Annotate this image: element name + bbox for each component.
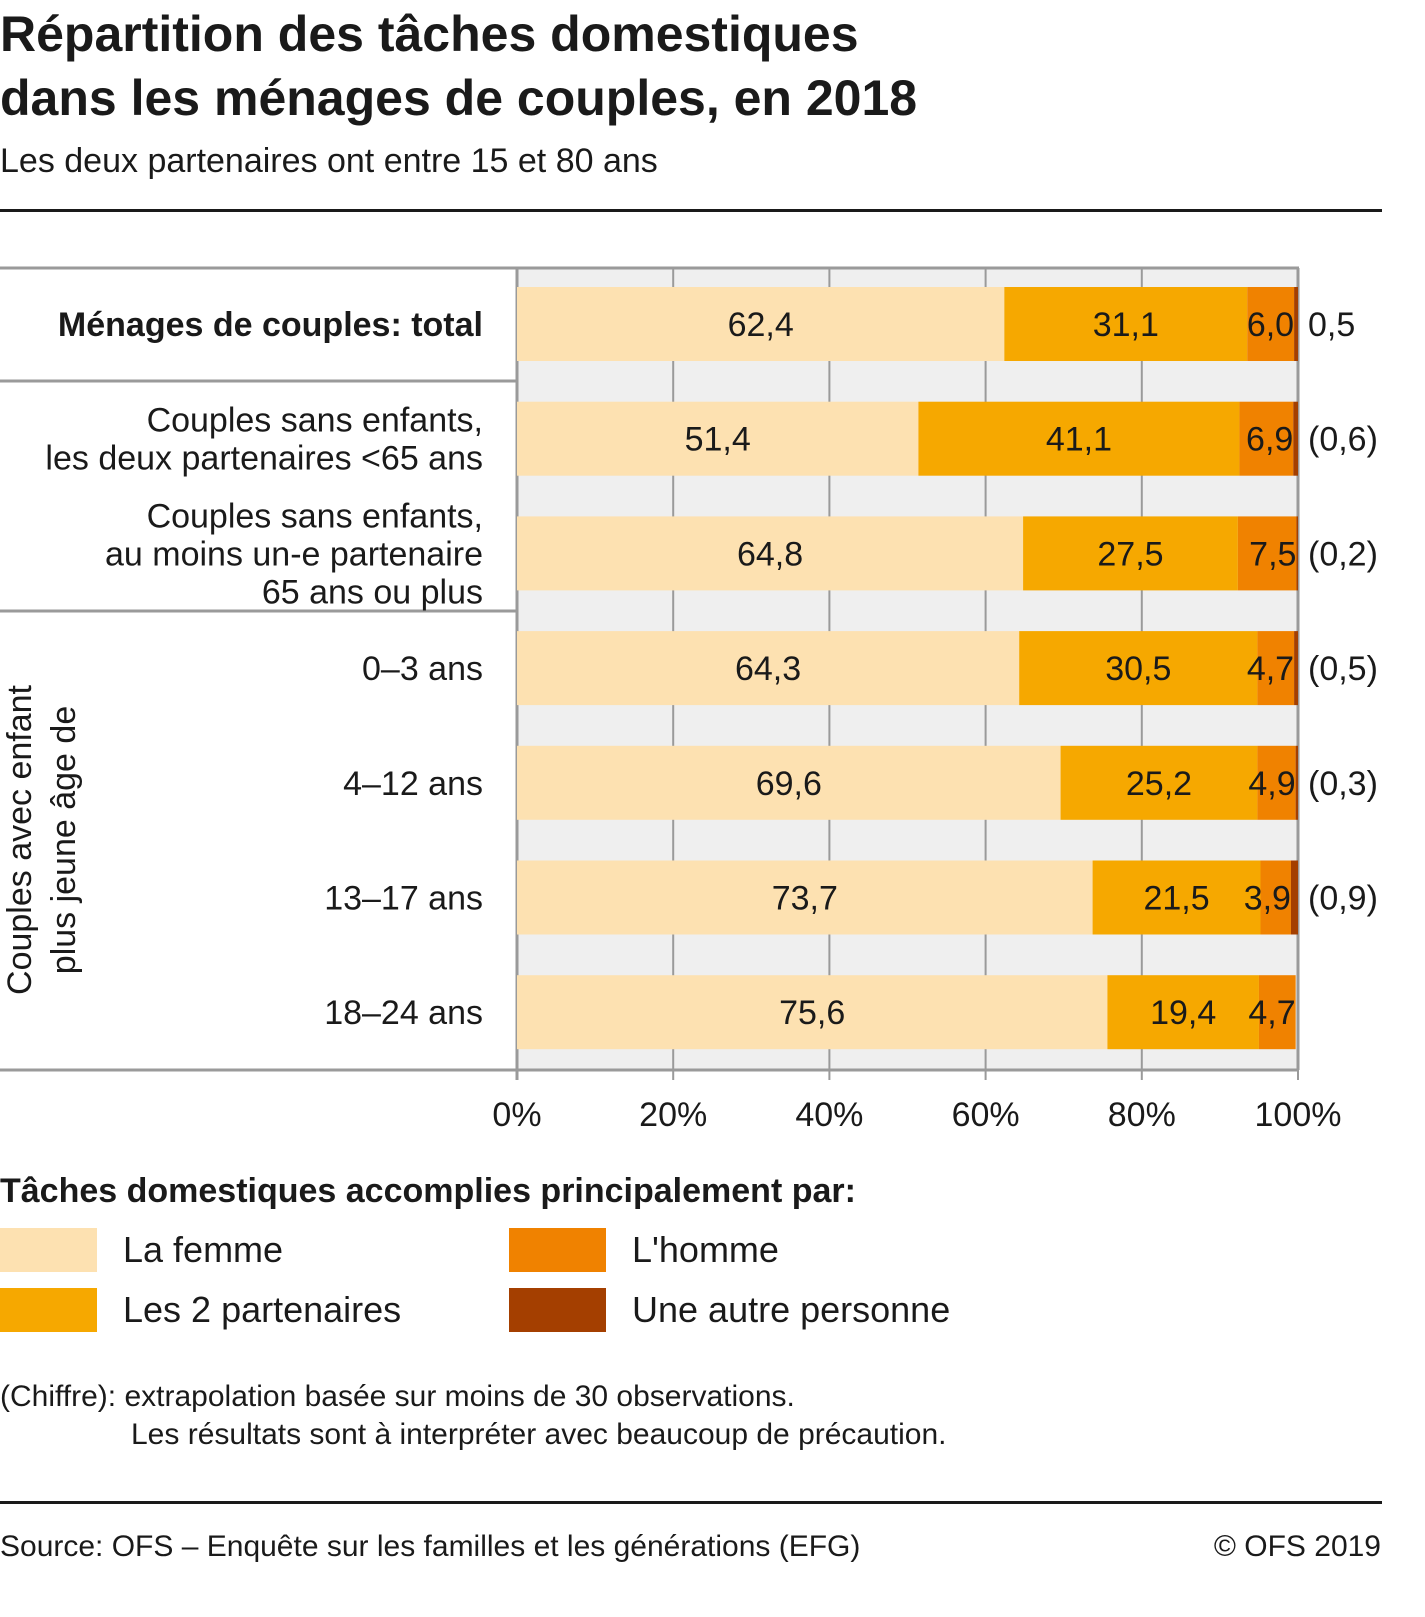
title-line: Répartition des tâches domestiques bbox=[0, 6, 859, 62]
data-label: 21,5 bbox=[1143, 880, 1209, 918]
bar-segment bbox=[1107, 975, 1259, 1050]
legend-label: L'homme bbox=[632, 1229, 779, 1270]
x-tick-label: 60% bbox=[952, 1096, 1020, 1134]
bar-segment bbox=[1294, 631, 1298, 706]
data-label: 69,6 bbox=[756, 765, 822, 803]
bar-segment bbox=[517, 860, 1093, 935]
bar-segment bbox=[1295, 745, 1298, 820]
bar-segment bbox=[1294, 287, 1298, 361]
legend-label: Les 2 partenaires bbox=[123, 1289, 402, 1330]
legend-label: La femme bbox=[123, 1229, 284, 1270]
category-label: 13–17 ans bbox=[324, 880, 483, 918]
category-label: 4–12 ans bbox=[343, 765, 483, 803]
data-label: 7,5 bbox=[1249, 535, 1296, 573]
bar-segment bbox=[1237, 516, 1297, 591]
category-label: Ménages de couples: total bbox=[58, 306, 483, 344]
footnote: Les résultats sont à interpréter avec be… bbox=[131, 1418, 947, 1451]
data-label: 75,6 bbox=[779, 994, 845, 1032]
data-label: 3,9 bbox=[1244, 880, 1291, 918]
top-rule bbox=[0, 209, 1382, 212]
bar-segment bbox=[1004, 287, 1248, 361]
legend-swatch bbox=[0, 1228, 97, 1272]
chart-title: Répartition des tâches domestiques dans l… bbox=[0, 2, 1000, 130]
category-label: 65 ans ou plus bbox=[262, 573, 483, 611]
x-tick-label: 100% bbox=[1255, 1096, 1342, 1134]
bar-segment bbox=[1257, 745, 1296, 820]
data-label: 27,5 bbox=[1097, 535, 1163, 573]
bar-segment bbox=[1290, 860, 1298, 935]
bar-segment bbox=[1296, 516, 1298, 591]
category-label: 18–24 ans bbox=[324, 994, 483, 1032]
bar-segment bbox=[1092, 860, 1261, 935]
data-label: 19,4 bbox=[1150, 994, 1216, 1032]
bottom-rule bbox=[0, 1501, 1382, 1504]
bar-segment bbox=[1019, 631, 1258, 706]
legend-label: Une autre personne bbox=[632, 1289, 951, 1330]
data-label: (0,2) bbox=[1308, 535, 1378, 573]
bar-chart: 0% 20% 40% 60% 80% 100% 62,4 31,1 6,0 0,5 Ménages … bbox=[0, 266, 1378, 1134]
bar-segment bbox=[1257, 631, 1295, 706]
data-label: 31,1 bbox=[1093, 306, 1159, 344]
group-label: plus jeune âge de bbox=[45, 706, 83, 974]
data-label: 0,5 bbox=[1308, 306, 1355, 344]
data-label: 4,9 bbox=[1248, 765, 1295, 803]
group-label: Couples avec enfant bbox=[1, 684, 39, 995]
bar-segment bbox=[1260, 860, 1291, 935]
bar-segment bbox=[1023, 516, 1238, 591]
category-label: au moins un-e partenaire bbox=[105, 535, 483, 573]
legend-swatch bbox=[509, 1288, 606, 1332]
data-label: 6,0 bbox=[1247, 306, 1294, 344]
data-label: 4,7 bbox=[1248, 994, 1295, 1032]
bar-segment bbox=[517, 631, 1020, 706]
bar-segment bbox=[918, 401, 1240, 476]
bar-segment bbox=[1060, 745, 1258, 820]
x-tick-label: 0% bbox=[492, 1096, 541, 1134]
data-label: 4,7 bbox=[1247, 650, 1294, 688]
data-label: 64,8 bbox=[737, 535, 803, 573]
bar-segment bbox=[1258, 975, 1296, 1050]
legend-swatch bbox=[0, 1288, 97, 1332]
data-label: (0,3) bbox=[1308, 765, 1378, 803]
bar-segment bbox=[517, 745, 1061, 820]
data-label: 41,1 bbox=[1046, 421, 1112, 459]
category-label: Couples sans enfants, bbox=[147, 497, 483, 535]
data-label: 62,4 bbox=[728, 306, 794, 344]
category-label: 0–3 ans bbox=[362, 650, 483, 688]
footnote: (Chiffre): extrapolation basée sur moins… bbox=[0, 1380, 795, 1413]
data-label: (0,6) bbox=[1308, 421, 1378, 459]
bar-segment bbox=[517, 516, 1024, 591]
copyright: © OFS 2019 bbox=[1213, 1530, 1381, 1563]
category-label: les deux partenaires <65 ans bbox=[45, 440, 483, 478]
bar-segment bbox=[517, 401, 919, 476]
title-line: dans les ménages de couples, en 2018 bbox=[0, 70, 918, 126]
bar-segment bbox=[1293, 401, 1298, 476]
data-label: 25,2 bbox=[1126, 765, 1192, 803]
x-tick-label: 40% bbox=[795, 1096, 863, 1134]
category-label: Couples sans enfants, bbox=[147, 402, 483, 440]
data-label: 73,7 bbox=[772, 880, 838, 918]
legend-swatch bbox=[509, 1228, 606, 1272]
source: Source: OFS – Enquête sur les familles e… bbox=[0, 1530, 861, 1563]
bar-segment bbox=[1247, 287, 1295, 361]
data-label: 30,5 bbox=[1105, 650, 1171, 688]
data-label: (0,5) bbox=[1308, 650, 1378, 688]
data-label: 51,4 bbox=[685, 421, 751, 459]
chart-subtitle: Les deux partenaires ont entre 15 et 80 … bbox=[0, 142, 658, 180]
bar-segment bbox=[517, 287, 1005, 361]
legend-title: Tâches domestiques accomplies principale… bbox=[0, 1172, 856, 1210]
data-label: 64,3 bbox=[735, 650, 801, 688]
bar-segment bbox=[1239, 401, 1294, 476]
bar-segment bbox=[517, 975, 1108, 1050]
x-tick-label: 80% bbox=[1108, 1096, 1176, 1134]
data-label: 6,9 bbox=[1246, 421, 1293, 459]
x-tick-label: 20% bbox=[639, 1096, 707, 1134]
data-label: (0,9) bbox=[1308, 880, 1378, 918]
